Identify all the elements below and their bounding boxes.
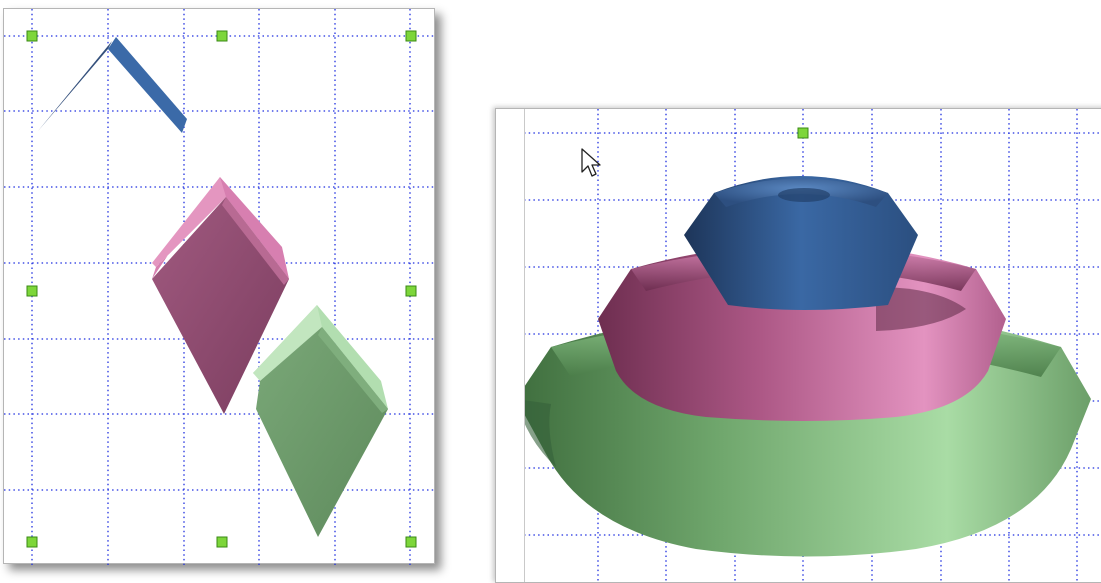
green-diamond-shape[interactable] bbox=[253, 305, 388, 537]
vertical-ruler bbox=[496, 109, 525, 582]
2d-shape-drawing bbox=[4, 9, 436, 565]
handle-middle-right[interactable] bbox=[405, 285, 417, 297]
handle-bottom-right[interactable] bbox=[405, 536, 417, 548]
handle-top-center[interactable] bbox=[216, 30, 228, 42]
selection-handles bbox=[26, 30, 417, 548]
3d-shape-canvas[interactable] bbox=[495, 108, 1101, 583]
3d-shape-drawing bbox=[516, 109, 1101, 582]
handle-top-center[interactable] bbox=[797, 127, 809, 139]
handle-bottom-left[interactable] bbox=[26, 536, 38, 548]
arrow-pointer-icon bbox=[581, 148, 601, 177]
handle-top-right[interactable] bbox=[405, 30, 417, 42]
blue-chevron-shape[interactable] bbox=[38, 37, 187, 133]
handle-top-left[interactable] bbox=[26, 30, 38, 42]
blue-ring-shape[interactable] bbox=[684, 176, 918, 310]
handle-middle-left[interactable] bbox=[26, 285, 38, 297]
pink-diamond-shape[interactable] bbox=[152, 177, 289, 414]
handle-bottom-center[interactable] bbox=[216, 536, 228, 548]
2d-shape-canvas[interactable] bbox=[3, 8, 436, 565]
